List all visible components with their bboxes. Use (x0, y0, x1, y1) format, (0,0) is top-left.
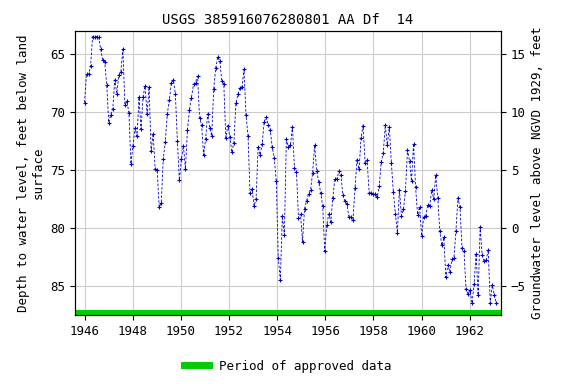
Y-axis label: Depth to water level, feet below land
surface: Depth to water level, feet below land su… (17, 34, 44, 311)
Title: USGS 385916076280801 AA Df  14: USGS 385916076280801 AA Df 14 (162, 13, 414, 27)
Y-axis label: Groundwater level above NGVD 1929, feet: Groundwater level above NGVD 1929, feet (532, 26, 544, 319)
Legend: Period of approved data: Period of approved data (179, 355, 397, 378)
